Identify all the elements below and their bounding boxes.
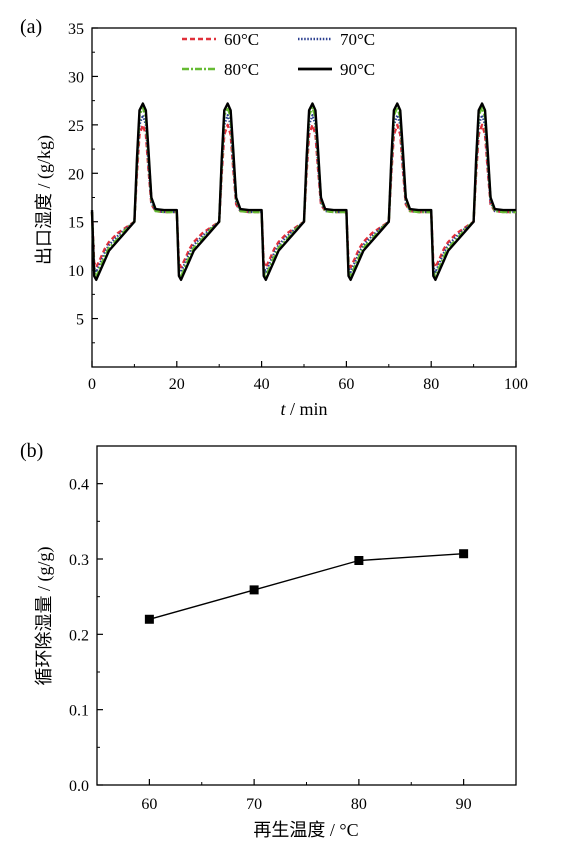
- panel-b-y-ticks: 0.0 0.1 0.2 0.3 0.4: [69, 445, 103, 795]
- panel-b-frame: [96, 445, 517, 786]
- legend-label: 70°C: [340, 30, 375, 49]
- data-point-square: [144, 614, 154, 624]
- panel-a-x-ticks: 0 20 40 60 80 100: [88, 361, 528, 393]
- data-line: [149, 553, 464, 620]
- panel-a-label: (a): [20, 16, 42, 38]
- y-tick-label: 0.0: [69, 778, 89, 795]
- panel-a-series: [90, 102, 516, 282]
- panel-a-legend: 60°C 70°C 80°C 90°C: [182, 30, 375, 79]
- x-tick-label: 60: [338, 376, 354, 393]
- y-tick-label: 20: [68, 166, 84, 183]
- panel-a-y-axis-label: 出口湿度 / (g/kg): [34, 135, 55, 265]
- x-tick-label: 0: [88, 376, 96, 393]
- y-tick-label: 15: [68, 215, 84, 232]
- y-tick-label: 25: [68, 118, 84, 135]
- panel-b-y-axis-label: 循环除湿量 / (g/g): [34, 547, 55, 686]
- panel-a-y-ticks: 5 10 15 20 25 30 35: [68, 21, 98, 344]
- legend-label: 60°C: [224, 30, 259, 49]
- panel-b-x-axis-label: 再生温度 / °C: [253, 820, 358, 840]
- y-tick-label: 0.3: [69, 552, 89, 569]
- y-tick-label: 10: [68, 263, 84, 280]
- y-tick-label: 0.2: [69, 627, 89, 644]
- data-point-square: [354, 556, 364, 566]
- data-point-square: [459, 549, 469, 559]
- x-tick-label: 20: [169, 376, 185, 393]
- panel-a: (a) 0 20 40 60 80 100 5 10 15 20 25 30 35 60°C 70°C 8…: [20, 16, 528, 419]
- legend-label: 80°C: [224, 60, 259, 79]
- y-tick-label: 0.4: [69, 477, 89, 494]
- panel-a-x-axis-label: t / min: [280, 399, 327, 419]
- y-tick-label: 30: [68, 69, 84, 86]
- x-tick-label: 40: [254, 376, 270, 393]
- y-tick-label: 5: [76, 312, 84, 329]
- x-tick-label: 90: [456, 796, 472, 813]
- x-tick-label: 70: [246, 796, 262, 813]
- x-axis-variable: t: [280, 399, 286, 419]
- panel-b-label: (b): [20, 440, 43, 462]
- x-tick-label: 60: [141, 796, 157, 813]
- y-tick-label: 0.1: [69, 703, 89, 720]
- x-axis-unit: / min: [286, 399, 328, 419]
- panel-b-series: [144, 549, 469, 624]
- series-line-90deg-C: [90, 102, 516, 282]
- panel-b: (b) 60 70 80 90 0.0 0.1 0.2 0.3 0.4 再生温度 / °C 循…: [20, 440, 517, 840]
- legend-label: 90°C: [340, 60, 375, 79]
- panel-b-x-ticks: 60 70 80 90: [141, 779, 517, 813]
- x-tick-label: 100: [504, 376, 528, 393]
- x-tick-label: 80: [351, 796, 367, 813]
- y-tick-label: 35: [68, 21, 84, 38]
- data-point-square: [249, 585, 259, 595]
- x-tick-label: 80: [423, 376, 439, 393]
